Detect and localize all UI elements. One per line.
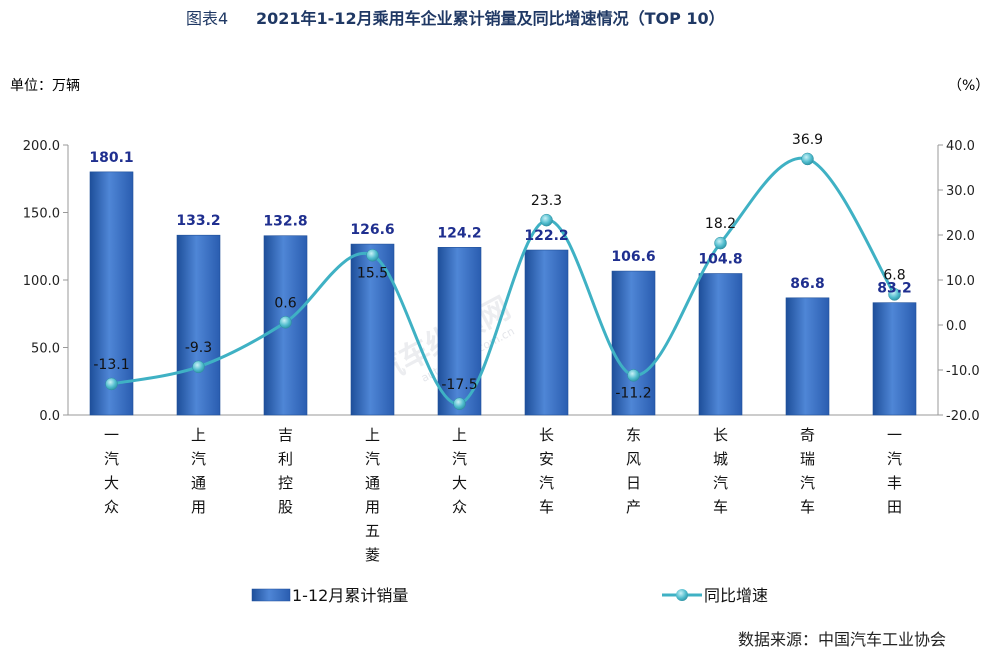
- bar-value-label: 106.6: [611, 249, 655, 265]
- right-axis-ticks: -20.0 -10.0 0.0 10.0 20.0 30.0 40.0: [938, 139, 980, 424]
- category-label: 吉利控股: [278, 426, 293, 516]
- left-tick-label: 100.0: [23, 274, 60, 289]
- line-point: [366, 249, 379, 262]
- bar: [611, 270, 656, 416]
- legend: 1-12月累计销量 同比增速: [251, 586, 768, 605]
- right-tick-label: -10.0: [946, 364, 980, 379]
- bar: [872, 302, 917, 416]
- line-point: [627, 369, 640, 382]
- line-point: [888, 288, 901, 301]
- category-label: 长安汽车: [539, 426, 554, 516]
- category-label: 东风日产: [626, 426, 641, 516]
- right-axis-unit: （%）: [948, 78, 989, 94]
- bar: [524, 249, 569, 416]
- line-point: [279, 316, 292, 329]
- bar-value-label: 180.1: [89, 150, 133, 166]
- category-label: 长城汽车: [713, 426, 728, 516]
- left-axis-unit: 单位：万辆: [10, 78, 80, 94]
- category-label: 上汽通用五菱: [365, 426, 380, 564]
- bar-value-label: 104.8: [698, 252, 742, 268]
- line-value-label: -13.1: [93, 357, 129, 373]
- category-label: 一汽丰田: [887, 426, 902, 516]
- line-point: [540, 213, 553, 227]
- category-label: 上汽通用: [191, 426, 206, 516]
- category-label: 奇瑞汽车: [800, 426, 815, 516]
- line-point: [801, 152, 814, 166]
- legend-line-label: 同比增速: [704, 586, 768, 605]
- left-tick-label: 50.0: [31, 342, 60, 357]
- right-tick-label: 10.0: [946, 274, 975, 289]
- line-value-label: 36.9: [792, 132, 823, 148]
- left-axis-ticks: 0.0 50.0 100.0 150.0 200.0: [23, 139, 68, 424]
- bar: [785, 297, 830, 416]
- right-tick-label: -20.0: [946, 409, 980, 424]
- legend-bar-label: 1-12月累计销量: [292, 586, 408, 605]
- source-note: 数据来源：中国汽车工业协会: [738, 630, 946, 649]
- chart-title-prefix: 图表4: [186, 9, 228, 28]
- bar: [698, 273, 743, 416]
- growth-line: [111, 156, 896, 406]
- bar-value-label: 124.2: [437, 225, 481, 241]
- left-tick-label: 0.0: [39, 409, 60, 424]
- line-point: [105, 377, 118, 391]
- bar-value-label: 86.8: [790, 276, 825, 292]
- legend-line-marker: [676, 589, 688, 601]
- bar-value-label: 126.6: [350, 222, 394, 238]
- line-value-label: 15.5: [357, 265, 388, 281]
- chart-title: 2021年1-12月乘用车企业累计销量及同比增速情况（TOP 10）: [256, 9, 725, 28]
- line-point: [714, 236, 727, 250]
- line-value-label: 23.3: [531, 193, 562, 209]
- category-label: 一汽大众: [104, 426, 119, 516]
- line-value-label: -9.3: [185, 340, 212, 356]
- bar-series: [89, 171, 917, 416]
- category-labels: 一汽大众 上汽通用 吉利控股 上汽通用五菱 上汽大众 长安汽车 东风日产 长城汽车 奇瑞汽车 一汽…: [104, 426, 902, 564]
- bar-value-label: 132.8: [263, 214, 307, 230]
- bar: [176, 234, 221, 416]
- right-tick-label: 20.0: [946, 229, 975, 244]
- line-data-labels: -13.1 -9.3 0.6 15.5 -17.5 23.3 -11.2 18.2 36.9 6.…: [93, 132, 905, 401]
- bar-data-labels: 180.1 133.2 132.8 126.6 124.2 122.2 106.6 104.8…: [89, 150, 911, 297]
- left-tick-label: 200.0: [23, 139, 60, 154]
- bar: [89, 171, 134, 416]
- legend-bar-swatch: [251, 588, 291, 602]
- line-point: [453, 397, 466, 410]
- line-series: [105, 152, 901, 410]
- right-tick-label: 40.0: [946, 139, 975, 154]
- line-value-label: 6.8: [883, 267, 905, 283]
- right-tick-label: 0.0: [946, 319, 967, 334]
- line-value-label: -11.2: [615, 385, 651, 401]
- line-value-label: 18.2: [705, 216, 736, 232]
- bar-value-label: 122.2: [524, 228, 568, 244]
- line-value-label: 0.6: [274, 295, 296, 311]
- category-label: 上汽大众: [452, 426, 467, 516]
- line-value-label: -17.5: [441, 377, 477, 393]
- bar-value-label: 83.2: [877, 281, 912, 297]
- left-tick-label: 150.0: [23, 207, 60, 222]
- right-tick-label: 30.0: [946, 184, 975, 199]
- line-point: [192, 360, 205, 374]
- bar-value-label: 133.2: [176, 213, 220, 229]
